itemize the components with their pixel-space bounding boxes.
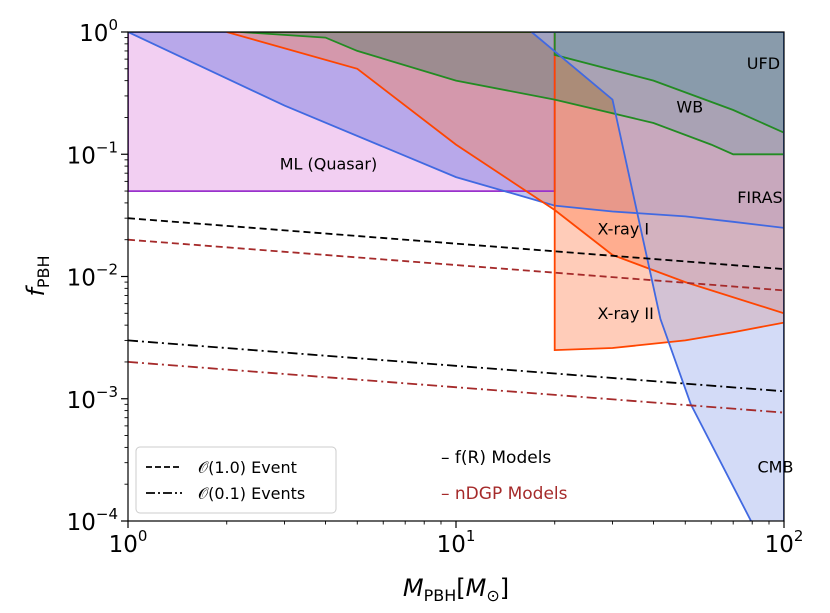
- chart: ML (Quasar)FIRASX-ray IX-ray IIUFDWBCMB …: [0, 0, 830, 613]
- region-label-firas: FIRAS: [737, 188, 783, 207]
- y-tick-label: 10−2: [67, 261, 118, 292]
- y-tick-label: 10−3: [67, 383, 118, 414]
- fr-models-label: – f(R) Models: [441, 448, 551, 468]
- region-label-cmb: CMB: [758, 457, 794, 476]
- region-label-wb: WB: [676, 97, 703, 116]
- region-label-x-ray-ii: X-ray II: [598, 304, 654, 323]
- region-label-ml-quasar: ML (Quasar): [280, 155, 378, 174]
- x-tick-label: 102: [765, 527, 804, 558]
- legend-box: [136, 447, 336, 513]
- x-tick-label: 100: [109, 527, 148, 558]
- y-axis-label: fPBH: [22, 255, 53, 296]
- y-tick-label: 10−1: [67, 138, 118, 169]
- legend-entry-2: 𝒪(0.1) Events: [198, 484, 305, 503]
- legend-entry-1: 𝒪(1.0) Event: [198, 458, 297, 477]
- region-label-ufd: UFD: [747, 54, 780, 73]
- x-tick-label: 101: [437, 527, 476, 558]
- model-annotations: – f(R) Models – nDGP Models: [441, 448, 568, 504]
- legend: 𝒪(1.0) Event 𝒪(0.1) Events: [136, 447, 336, 513]
- region-label-x-ray-i: X-ray I: [598, 220, 650, 239]
- x-axis-label: MPBH[M⊙]: [403, 574, 509, 605]
- ndgp-models-label: – nDGP Models: [441, 484, 568, 504]
- y-tick-label: 100: [79, 16, 118, 47]
